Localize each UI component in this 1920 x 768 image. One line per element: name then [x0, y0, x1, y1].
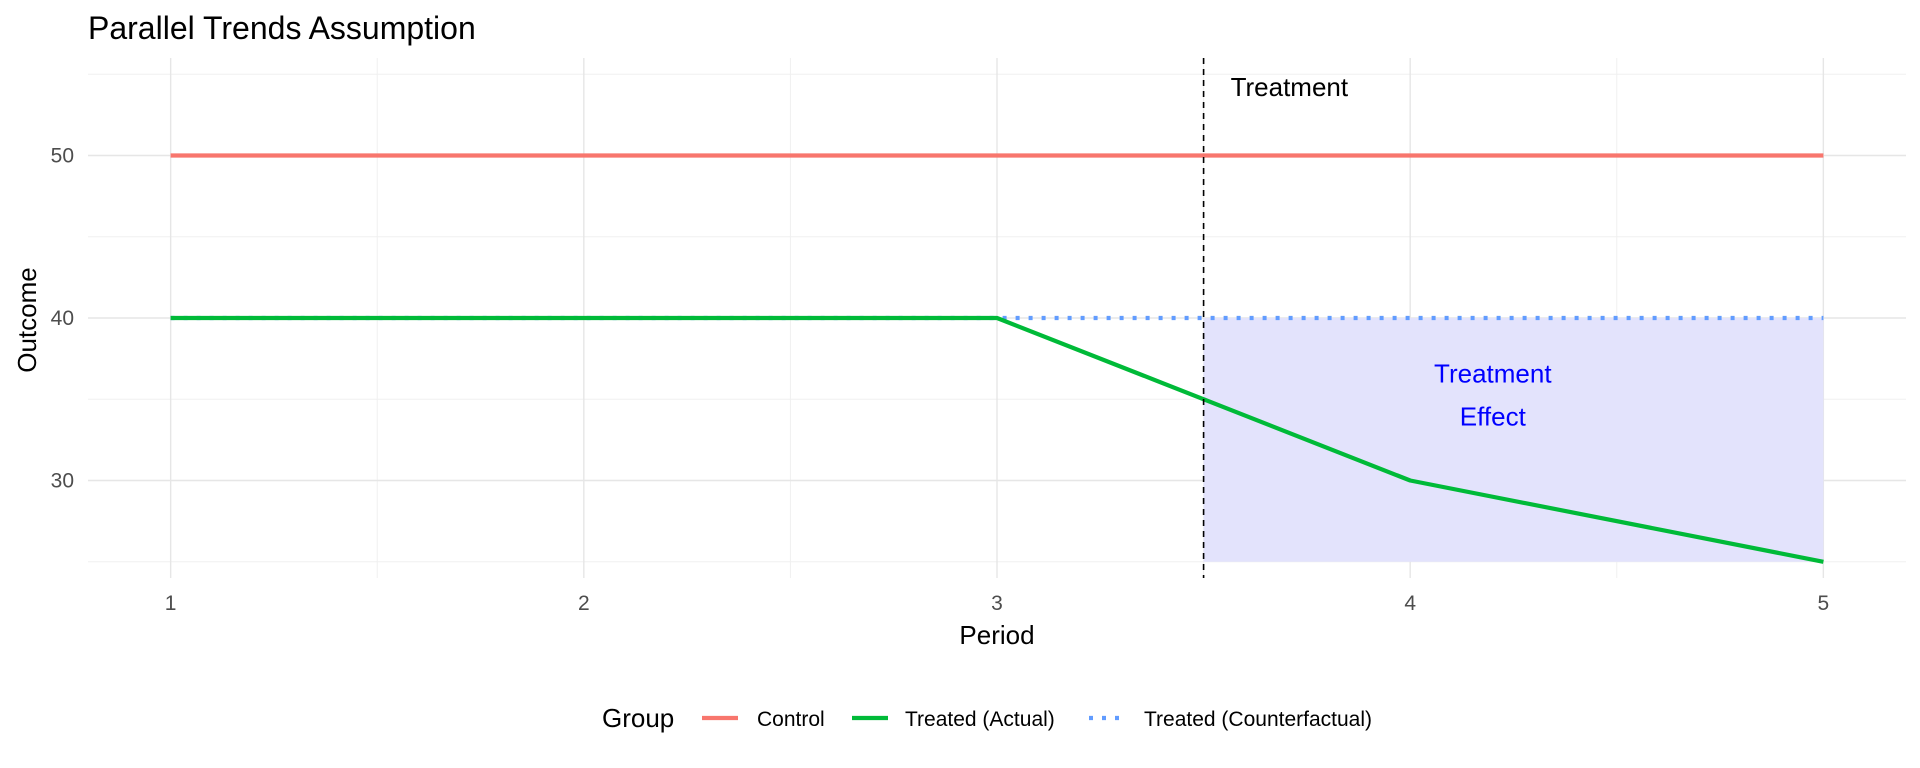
y-axis-title: Outcome: [12, 267, 42, 373]
legend-layer: Group Control Treated (Actual) Treated (Cou…: [602, 703, 1372, 733]
x-tick-label: 4: [1404, 592, 1416, 615]
treatment-line-label: Treatment: [1231, 72, 1349, 102]
effect-label-line1: Treatment: [1434, 358, 1552, 388]
chart-title: Parallel Trends Assumption: [88, 10, 476, 46]
legend-title: Group: [602, 703, 674, 733]
x-tick-label: 5: [1818, 592, 1830, 615]
x-tick-label: 1: [165, 592, 177, 615]
effect-region-layer: [1203, 318, 1824, 562]
y-tick-label: 40: [51, 307, 74, 330]
treatment-effect-region: [1203, 318, 1824, 562]
effect-label-line2: Effect: [1460, 401, 1527, 431]
axis-layer: 1 2 3 4 5 30 40 50: [51, 145, 1830, 616]
x-tick-label: 3: [991, 592, 1003, 615]
series-layer: [170, 153, 1824, 564]
y-tick-label: 50: [51, 145, 74, 168]
legend-label-treated-counterfactual: Treated (Counterfactual): [1144, 708, 1372, 731]
legend-label-control: Control: [757, 708, 825, 731]
series-line-treated-actual: [170, 315, 1824, 564]
legend-label-treated-actual: Treated (Actual): [905, 708, 1055, 731]
y-tick-label: 30: [51, 470, 74, 493]
annotation-layer: Treatment Treatment Effect: [1202, 58, 1552, 578]
x-tick-label: 2: [578, 592, 590, 615]
x-axis-title: Period: [959, 620, 1034, 650]
